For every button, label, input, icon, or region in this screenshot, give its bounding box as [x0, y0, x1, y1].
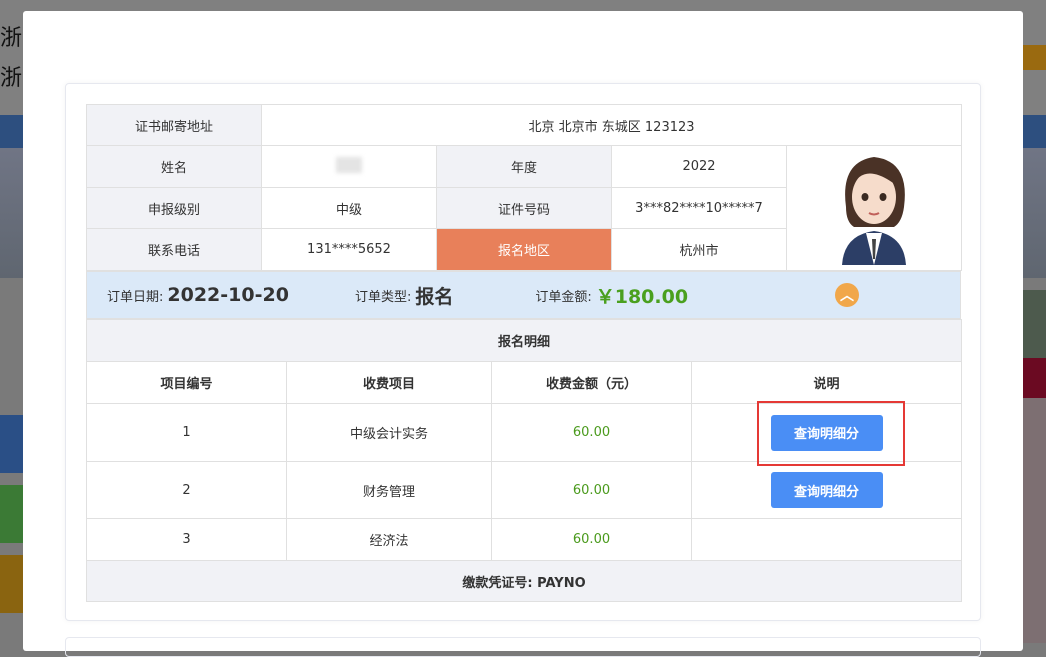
row-fee: 60.00	[491, 461, 692, 519]
col-header-fee: 收费金额（元）	[491, 361, 692, 404]
order-date: 2022-10-20	[167, 284, 289, 306]
region-value: 杭州市	[611, 228, 787, 271]
name-value	[261, 145, 437, 188]
order-amount-label: 订单金额:	[535, 289, 592, 305]
table-row: 1 中级会计实务 60.00 查询明细分	[86, 403, 963, 462]
year-value: 2022	[611, 145, 787, 188]
detail-title: 报名明细	[85, 319, 963, 362]
order-card: 证书邮寄地址 北京 北京市 东城区 123123 姓名 年度 2022 申报级别 中级证…	[65, 83, 981, 621]
phone-label: 联系电话	[86, 228, 262, 271]
order-type-label: 订单类型:	[354, 289, 412, 305]
phone-value: 131****5652	[261, 228, 437, 271]
order-summary-bar: 订单日期: 2022-10-20 订单类型: 报名 订单金额: ￥180.00 ︿	[86, 271, 961, 319]
col-header-no: 项目编号	[86, 361, 287, 404]
applicant-info-table: 证书邮寄地址 北京 北京市 东城区 123123 姓名 年度 2022 申报级别 中级证…	[86, 104, 963, 271]
row-fee: 60.00	[491, 403, 692, 462]
query-detail-button[interactable]: 查询明细分	[770, 414, 883, 451]
row-item: 经济法	[286, 518, 492, 561]
row-no: 1	[86, 403, 287, 462]
avatar	[785, 145, 963, 271]
address-value: 北京 北京市 东城区 123123	[260, 104, 963, 146]
name-label: 姓名	[86, 145, 262, 188]
col-header-note: 说明	[690, 361, 963, 404]
level-value: 中级	[261, 187, 437, 229]
row-no: 3	[86, 518, 287, 561]
order-amount: ￥180.00	[595, 285, 689, 308]
row-item: 财务管理	[286, 461, 492, 519]
voucher-label: 缴款凭证号:	[462, 575, 533, 591]
payment-voucher: 缴款凭证号: PAYNO	[85, 560, 963, 602]
query-detail-button[interactable]: 查询明细分	[770, 472, 883, 508]
id-value: 3***82****10*****7	[611, 187, 787, 229]
fee-detail-table: 报名明细 项目编号 收费项目 收费金额（元） 说明 1 中级会计实务 60.00 查询明细分…	[85, 319, 963, 602]
table-row: 3 经济法 60.00	[86, 518, 963, 561]
chevron-up-icon[interactable]: ︿	[835, 283, 859, 307]
annotation-highlight-box	[757, 401, 905, 466]
id-label: 证件号码	[436, 187, 612, 229]
level-label: 申报级别	[86, 187, 262, 229]
region-label: 报名地区	[436, 228, 612, 271]
row-no: 2	[86, 461, 287, 519]
year-label: 年度	[436, 145, 612, 188]
order-detail-modal: 证书邮寄地址 北京 北京市 东城区 123123 姓名 年度 2022 申报级别 中级证…	[23, 11, 1023, 657]
address-label: 证书邮寄地址	[86, 104, 262, 146]
order-type: 报名	[415, 285, 454, 308]
row-fee: 60.00	[491, 518, 692, 561]
voucher-value: PAYNO	[537, 575, 586, 591]
order-date-label: 订单日期:	[107, 289, 164, 305]
table-row: 2 财务管理 60.00 查询明细分	[86, 461, 963, 519]
row-item: 中级会计实务	[286, 403, 492, 462]
col-header-item: 收费项目	[286, 361, 492, 404]
avatar-illustration	[842, 157, 907, 265]
next-card	[65, 637, 981, 657]
